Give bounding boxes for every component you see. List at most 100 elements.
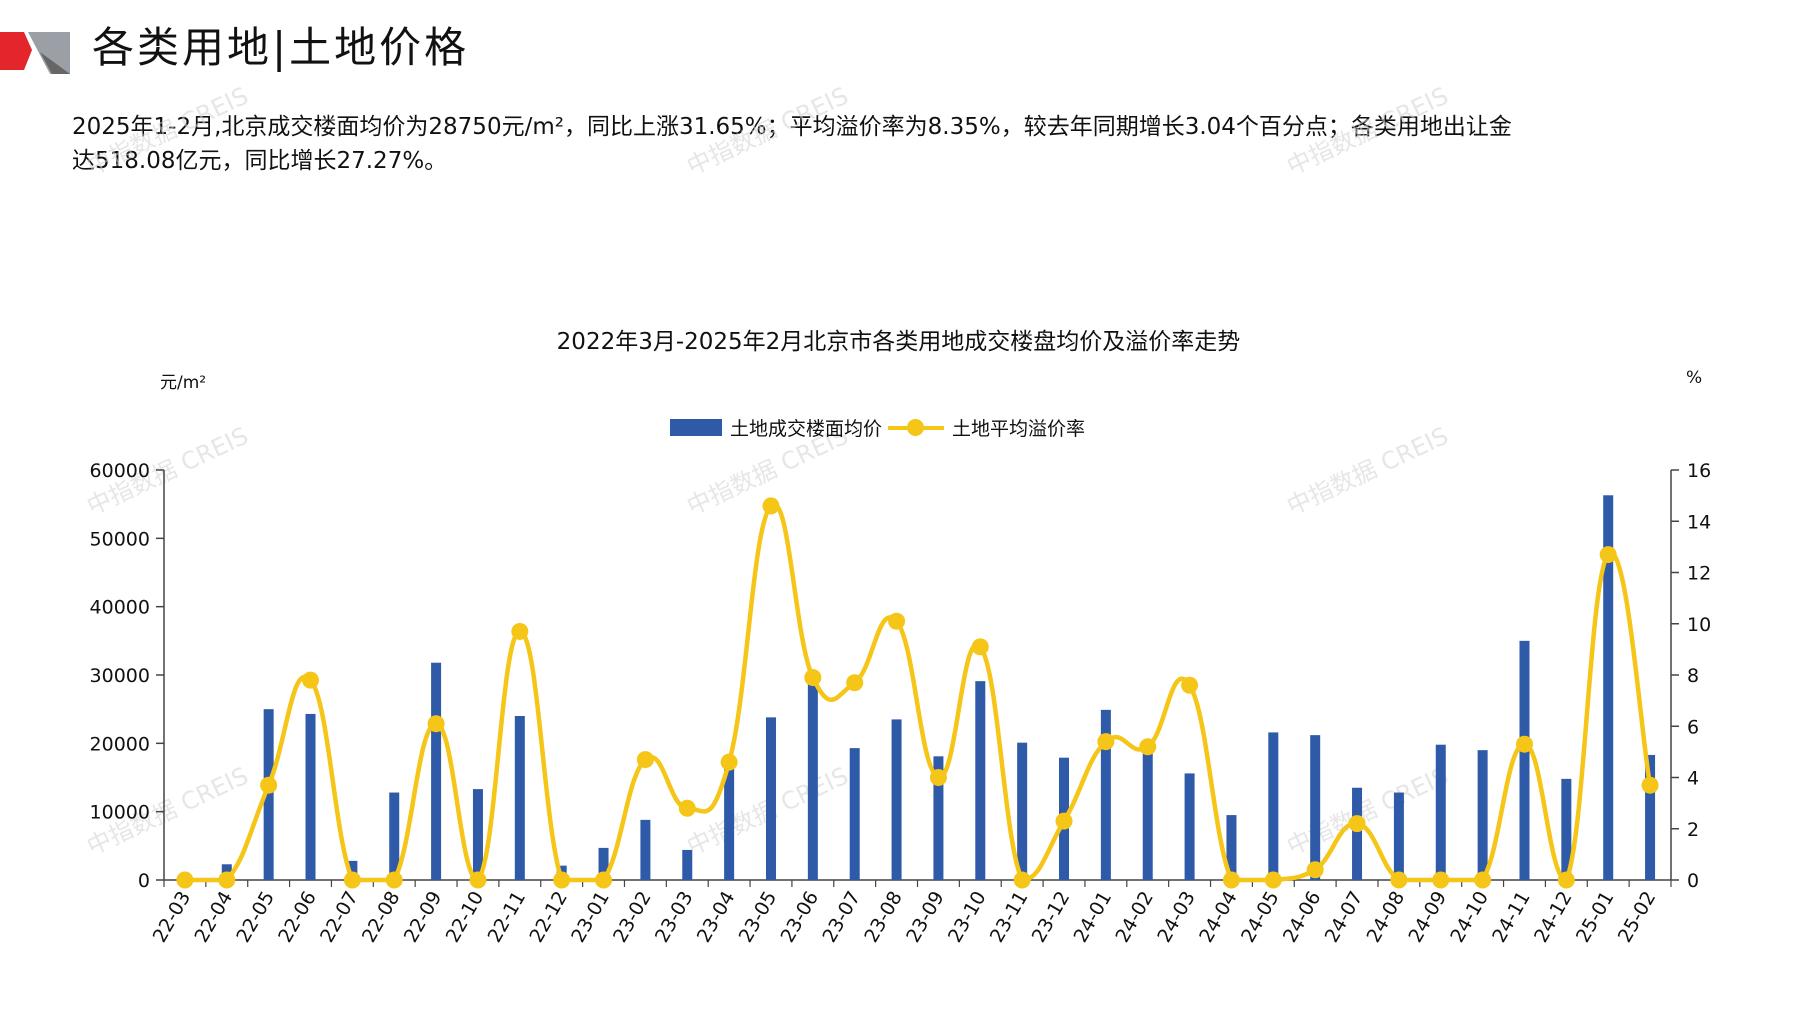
premium-rate-point	[971, 638, 989, 656]
right-y-tick-label: 14	[1687, 511, 1711, 533]
legend-item-price: 土地成交楼面均价	[670, 414, 882, 441]
premium-rate-point	[1013, 871, 1031, 889]
price-bar	[1519, 640, 1530, 880]
price-bar	[891, 719, 902, 880]
premium-rate-point	[888, 612, 906, 630]
price-bar	[472, 789, 483, 880]
x-tick-label: 25-01	[1572, 888, 1619, 947]
premium-rate-point	[595, 871, 613, 889]
left-y-tick-label: 40000	[90, 597, 150, 619]
legend-line-swatch	[888, 419, 945, 436]
x-tick-label: 24-06	[1279, 888, 1326, 947]
summary-line-2: 达518.08亿元，同比增长27.27%。	[72, 148, 448, 174]
x-tick-label: 24-01	[1070, 888, 1117, 947]
price-bar	[807, 680, 818, 880]
x-tick-label: 23-06	[777, 888, 824, 947]
right-y-tick-label: 6	[1687, 716, 1699, 738]
premium-rate-point	[1181, 676, 1199, 694]
legend-item-premium: 土地平均溢价率	[882, 414, 1085, 441]
premium-rate-point	[176, 871, 194, 889]
premium-rate-point	[1515, 735, 1533, 753]
right-y-tick-label: 16	[1687, 460, 1711, 482]
premium-rate-point	[1474, 871, 1492, 889]
premium-rate-point	[1432, 871, 1450, 889]
premium-rate-point	[1264, 871, 1282, 889]
x-tick-label: 22-09	[400, 888, 447, 947]
x-tick-label: 22-12	[525, 888, 572, 947]
x-tick-label: 25-02	[1614, 888, 1661, 947]
price-bar	[1184, 773, 1195, 880]
left-y-tick-label: 30000	[90, 665, 150, 687]
left-y-tick-label: 50000	[90, 528, 150, 550]
right-y-tick-label: 4	[1687, 768, 1699, 790]
price-bar	[263, 709, 274, 880]
x-tick-label: 23-11	[986, 888, 1033, 947]
x-tick-label: 24-11	[1488, 888, 1535, 947]
right-y-tick-label: 8	[1687, 665, 1699, 687]
x-tick-label: 23-10	[944, 888, 991, 947]
premium-rate-line	[184, 502, 1653, 883]
price-bar	[1435, 744, 1446, 880]
premium-rate-point	[1139, 738, 1157, 756]
premium-rate-point	[1557, 871, 1575, 889]
x-tick-label: 23-12	[1028, 888, 1075, 947]
logo-gray-shape	[28, 32, 70, 74]
logo-red-shape	[0, 32, 32, 70]
x-tick-label: 24-08	[1363, 888, 1410, 947]
premium-rate-point	[1599, 546, 1617, 564]
premium-rate-point	[720, 753, 738, 771]
price-bar	[1226, 815, 1237, 880]
premium-rate-point	[929, 769, 947, 786]
page-title: 各类用地|土地价格	[92, 23, 470, 72]
x-tick-label: 24-05	[1237, 888, 1284, 947]
x-tick-label: 22-11	[483, 888, 530, 947]
price-bar	[514, 716, 525, 880]
left-y-tick-label: 60000	[90, 460, 150, 482]
summary-line-1: 2025年1-2月,北京成交楼面均价为28750元/m²，同比上涨31.65%；…	[72, 114, 1512, 140]
price-bar	[1477, 750, 1488, 880]
premium-rate-point	[302, 671, 320, 689]
price-bar	[933, 756, 944, 880]
legend-bar-swatch	[670, 419, 722, 436]
price-bar	[1603, 495, 1614, 880]
x-tick-label: 24-07	[1321, 888, 1368, 947]
x-tick-label: 23-05	[735, 888, 782, 947]
left-y-tick-label: 10000	[90, 802, 150, 824]
right-axis-unit: %	[1686, 368, 1703, 388]
premium-rate-point	[1306, 861, 1324, 879]
x-tick-label: 23-09	[902, 888, 949, 947]
premium-rate-point	[762, 497, 780, 515]
premium-rate-point	[218, 871, 236, 889]
x-tick-label: 23-02	[609, 888, 656, 947]
x-tick-label: 24-12	[1530, 888, 1577, 947]
x-tick-label: 24-10	[1446, 888, 1493, 947]
legend-label-premium: 土地平均溢价率	[952, 418, 1086, 440]
x-tick-label: 24-03	[1153, 888, 1200, 947]
chart-title: 2022年3月-2025年2月北京市各类用地成交楼盘均价及溢价率走势	[556, 329, 1241, 355]
premium-rate-point	[636, 751, 654, 769]
x-tick-label: 22-10	[442, 888, 489, 947]
x-tick-label: 23-03	[651, 888, 698, 947]
premium-rate-point	[427, 715, 445, 733]
price-bar	[598, 847, 609, 880]
premium-rate-point	[1390, 871, 1408, 889]
price-bar	[1645, 754, 1656, 880]
price-bar	[682, 849, 693, 880]
premium-rate-point	[1641, 776, 1659, 794]
premium-rate-point	[469, 871, 487, 889]
premium-rate-point	[1222, 871, 1240, 889]
premium-rate-point	[511, 622, 529, 640]
premium-rate-point	[385, 871, 403, 889]
chart-legend: 土地成交楼面均价 土地平均溢价率	[670, 414, 1085, 441]
x-tick-label: 22-03	[149, 888, 196, 947]
price-bar	[724, 768, 735, 880]
x-tick-label: 22-07	[316, 888, 363, 947]
x-tick-label: 23-07	[818, 888, 865, 947]
price-bar	[1142, 753, 1153, 880]
premium-rate-point	[553, 871, 571, 889]
price-bar	[849, 748, 860, 880]
premium-rate-point	[846, 674, 864, 692]
price-bar	[1100, 709, 1111, 880]
x-tick-label: 23-04	[693, 888, 740, 947]
price-bar	[305, 713, 316, 880]
